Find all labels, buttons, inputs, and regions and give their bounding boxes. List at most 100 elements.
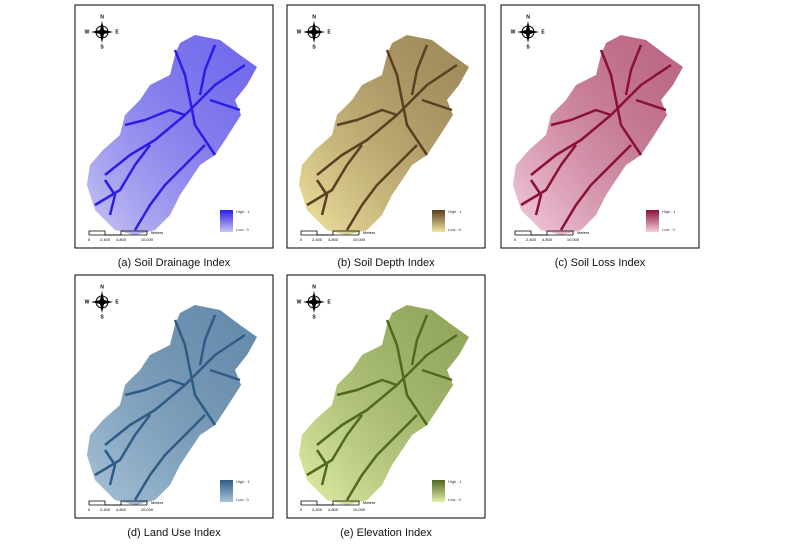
compass-star (303, 21, 325, 43)
compass-letter: E (115, 29, 119, 35)
scale-unit: Meters (577, 230, 589, 235)
legend-low: Low : 0 (448, 497, 462, 502)
map-streak (316, 63, 458, 176)
map-streak (133, 144, 206, 231)
map-streak (133, 414, 206, 501)
scale-unit: Meters (363, 230, 375, 235)
map-streak (94, 414, 151, 477)
map-streak (306, 144, 363, 207)
map-streak (104, 333, 246, 446)
map-streak (530, 63, 672, 176)
compass-letter: N (100, 14, 104, 20)
map-streak (599, 49, 643, 156)
map-streak (345, 414, 418, 501)
scale-tick: 0 (300, 507, 303, 512)
compass-letter: S (312, 44, 316, 50)
map-panel: N S W E High : 1 Low : 0 0 2,400 4,800 10,000 Mete… (74, 274, 274, 519)
legend-high: High : 1 (448, 209, 463, 214)
scale-tick: 2,400 (312, 237, 323, 242)
compass-letter: S (100, 44, 104, 50)
compass-letter: E (115, 299, 119, 305)
scale-unit: Meters (151, 500, 163, 505)
map-streak (345, 144, 418, 231)
scale-tick: 10,000 (567, 237, 580, 242)
panel-caption: (a) Soil Drainage Index (118, 257, 231, 269)
map-streak (385, 49, 429, 156)
map-streak (336, 108, 398, 127)
map-streak (520, 144, 577, 207)
panel-caption: (d) Land Use Index (127, 527, 221, 539)
map-streak (385, 319, 429, 426)
map-streak (315, 179, 329, 216)
legend-high: High : 1 (236, 479, 251, 484)
scale-tick: 0 (300, 237, 303, 242)
legend-ramp (432, 210, 445, 232)
map-streak (635, 98, 667, 112)
compass-letter: W (511, 29, 516, 35)
legend-low: Low : 0 (448, 227, 462, 232)
legend-ramp (646, 210, 659, 232)
map-streak (421, 368, 453, 382)
compass-letter: W (85, 29, 90, 35)
map-streak (559, 144, 632, 231)
map-streak (198, 314, 217, 366)
scale-tick: 2,400 (526, 237, 537, 242)
scale-tick: 2,400 (100, 507, 111, 512)
scale-tick: 0 (88, 237, 91, 242)
scale-tick: 0 (514, 237, 517, 242)
legend-low: Low : 0 (236, 227, 250, 232)
compass-letter: W (85, 299, 90, 305)
scale-tick: 2,400 (312, 507, 323, 512)
map-streak (306, 414, 363, 477)
scale-tick: 4,800 (328, 237, 339, 242)
map-streak (94, 144, 151, 207)
compass-letter: N (100, 284, 104, 290)
map-streak (173, 319, 217, 426)
map-streak (316, 333, 458, 446)
map-panel: N S W E High : 1 Low : 0 0 2,400 4,800 10,000 Mete… (74, 4, 274, 249)
map-streak (209, 368, 241, 382)
compass-letter: S (526, 44, 530, 50)
panel-caption: (b) Soil Depth Index (337, 257, 435, 269)
scale-tick: 4,800 (116, 507, 127, 512)
map-streak (550, 108, 612, 127)
map-streak (124, 108, 186, 127)
map-streak (209, 98, 241, 112)
compass-letter: E (327, 29, 331, 35)
map-streak (124, 378, 186, 397)
scale-tick: 0 (88, 507, 91, 512)
compass-letter: W (297, 29, 302, 35)
legend-ramp (220, 210, 233, 232)
map-streak (103, 179, 117, 216)
compass-letter: E (541, 29, 545, 35)
scale-tick: 4,800 (116, 237, 127, 242)
scale-unit: Meters (363, 500, 375, 505)
legend-high: High : 1 (448, 479, 463, 484)
map-panel: N S W E High : 1 Low : 0 0 2,400 4,800 10,000 Mete… (286, 4, 486, 249)
map-streak (104, 63, 246, 176)
panel-caption: (e) Elevation Index (340, 527, 432, 539)
panel-caption: (c) Soil Loss Index (555, 257, 646, 269)
scale-tick: 4,800 (542, 237, 553, 242)
legend-low: Low : 0 (662, 227, 676, 232)
compass-star (303, 291, 325, 313)
map-streak (421, 98, 453, 112)
legend-ramp (220, 480, 233, 502)
legend-high: High : 1 (662, 209, 677, 214)
map-streak (198, 44, 217, 96)
map-streak (336, 378, 398, 397)
map-streak (624, 44, 643, 96)
compass-letter: N (526, 14, 530, 20)
map-streak (315, 449, 329, 486)
compass-letter: N (312, 14, 316, 20)
compass-star (91, 21, 113, 43)
map-panel: N S W E High : 1 Low : 0 0 2,400 4,800 10,000 Mete… (500, 4, 700, 249)
scale-tick: 4,800 (328, 507, 339, 512)
compass-letter: W (297, 299, 302, 305)
map-streak (103, 449, 117, 486)
compass-letter: N (312, 284, 316, 290)
legend-low: Low : 0 (236, 497, 250, 502)
scale-tick: 10,000 (353, 237, 366, 242)
scale-tick: 10,000 (141, 237, 154, 242)
